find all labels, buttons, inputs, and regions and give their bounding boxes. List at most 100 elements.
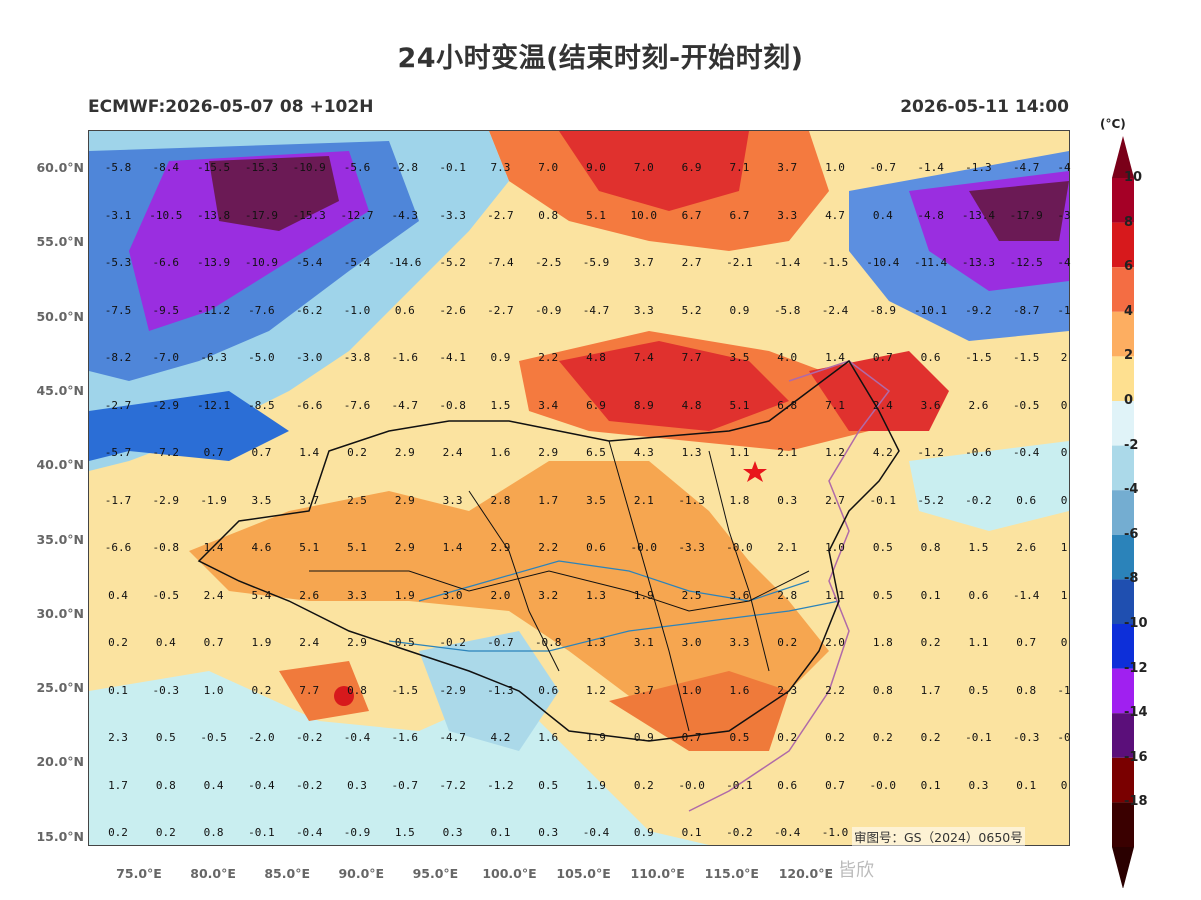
- colorbar-segment: [1112, 534, 1134, 580]
- colorbar-level-label: -6: [1124, 526, 1139, 542]
- grid-value: 0.2: [633, 778, 654, 792]
- province-boundary-3: [608, 440, 690, 732]
- grid-value: 0.2: [777, 636, 798, 649]
- grid-value: 0.8: [203, 826, 224, 839]
- latitude-tick-label: 55.0°N: [36, 234, 84, 250]
- grid-value: -8.9: [869, 303, 897, 317]
- grid-value: -4.7: [391, 398, 419, 412]
- grid-value: 4.2: [490, 731, 511, 744]
- grid-value: -15.3: [244, 161, 278, 174]
- beijing-star-marker: [743, 461, 767, 482]
- grid-value: -2.8: [391, 161, 419, 174]
- grid-value: 0.6: [586, 541, 606, 554]
- grid-value: 1.4: [825, 351, 845, 364]
- grid-value: -1.6: [391, 731, 419, 744]
- grid-value: 0: [1060, 446, 1068, 459]
- grid-value: 5.1: [299, 541, 320, 554]
- warm-region-center: [189, 461, 829, 731]
- latitude-tick-label: 40.0°N: [36, 457, 84, 473]
- grid-value: -0.4: [773, 826, 801, 839]
- grid-value: 3.7: [299, 493, 320, 507]
- grid-value: 6.7: [729, 208, 750, 222]
- grid-value: 2.5: [347, 493, 367, 507]
- grid-value: -2.6: [439, 303, 466, 317]
- longitude-tick-label: 105.0°E: [556, 866, 611, 881]
- grid-value: -5.0: [248, 351, 275, 364]
- grid-value: 3.5: [251, 493, 272, 507]
- grid-value: -9.2: [965, 303, 992, 317]
- grid-value: 3.3: [347, 588, 367, 602]
- grid-value: 2.8: [777, 588, 798, 602]
- hot-spot-tibet: [334, 686, 354, 706]
- latitude-tick-label: 20.0°N: [36, 754, 84, 770]
- grid-value: -0.1: [248, 826, 275, 839]
- grid-value: 0.1: [681, 826, 702, 839]
- grid-value: 2.0: [825, 636, 845, 649]
- grid-value: -0.1: [439, 161, 466, 174]
- grid-value: -5.2: [439, 256, 466, 269]
- grid-value: -17.9: [1009, 208, 1043, 222]
- grid-value: 1.6: [538, 731, 559, 744]
- valid-time: 2026-05-11 14:00: [900, 97, 1069, 117]
- grid-value: -2.9: [439, 683, 466, 697]
- longitude-tick-label: 110.0°E: [630, 866, 685, 881]
- colorbar-segment: [1112, 311, 1134, 357]
- grid-value: 4.2: [872, 446, 893, 459]
- grid-value: -4.3: [391, 208, 419, 222]
- colorbar-segment: [1112, 222, 1134, 268]
- colorbar-segment: [1112, 579, 1134, 624]
- grid-value: 6.9: [586, 398, 606, 412]
- grid-value: -17.9: [244, 208, 278, 222]
- grid-value: 0.5: [538, 778, 559, 792]
- grid-value: -13.3: [961, 256, 995, 269]
- colorbar-level-label: 6: [1124, 259, 1134, 275]
- grid-value: 0.3: [347, 778, 367, 792]
- grid-value: 4.8: [586, 351, 606, 364]
- grid-value: -8.5: [248, 398, 275, 412]
- grid-value: -1.4: [773, 256, 801, 269]
- colorbar-segment: [1112, 445, 1134, 491]
- grid-value: 0: [1060, 778, 1068, 792]
- grid-value: 0.7: [681, 731, 702, 744]
- grid-value: 2.2: [538, 541, 559, 554]
- grid-value: 0.8: [872, 683, 893, 697]
- grid-value: 0.4: [108, 588, 128, 602]
- grid-value: 0.2: [155, 826, 176, 839]
- colorbar-level-label: 10: [1124, 170, 1143, 185]
- grid-value: 1.2: [586, 683, 606, 697]
- grid-value: -13.8: [197, 208, 231, 222]
- grid-value: -7.6: [248, 303, 275, 317]
- grid-value: -12.5: [1009, 256, 1043, 269]
- grid-value: 2.4: [299, 636, 320, 649]
- grid-value: 5.2: [681, 303, 702, 317]
- grid-value: -1.5: [821, 256, 849, 269]
- grid-value: 7.3: [490, 161, 511, 174]
- grid-value: 1.9: [586, 778, 606, 792]
- grid-value: -0.1: [965, 731, 992, 744]
- grid-value: 0.9: [633, 731, 654, 744]
- grid-value: 0.3: [442, 826, 463, 839]
- province-boundary-4: [708, 450, 770, 672]
- colorbar-segment: [1112, 356, 1134, 401]
- grid-value: 0.6: [968, 588, 989, 602]
- grid-value: 0.8: [538, 208, 559, 222]
- grid-value: -4: [1057, 256, 1071, 269]
- longitude-tick-label: 75.0°E: [116, 866, 162, 881]
- colorbar-segment: [1112, 178, 1134, 223]
- grid-value: -1.3: [487, 683, 514, 697]
- grid-value: 2.7: [825, 493, 845, 507]
- grid-value: -9.5: [152, 303, 180, 317]
- colorbar-unit: (°C): [1100, 117, 1126, 131]
- grid-value: -2.5: [534, 256, 562, 269]
- latitude-tick-label: 50.0°N: [36, 308, 84, 324]
- grid-value: -1: [1057, 683, 1071, 697]
- grid-value: 2.2: [825, 683, 845, 697]
- grid-value: 0.2: [108, 826, 128, 839]
- grid-value: -0.7: [487, 636, 514, 649]
- map-field-svg: [89, 131, 1069, 845]
- grid-value: -5.9: [582, 256, 610, 269]
- grid-value: 5.4: [251, 588, 272, 602]
- colorbar-segment: [1112, 624, 1134, 669]
- grid-value: -0.8: [152, 541, 180, 554]
- grid-value: -1.4: [1012, 588, 1040, 602]
